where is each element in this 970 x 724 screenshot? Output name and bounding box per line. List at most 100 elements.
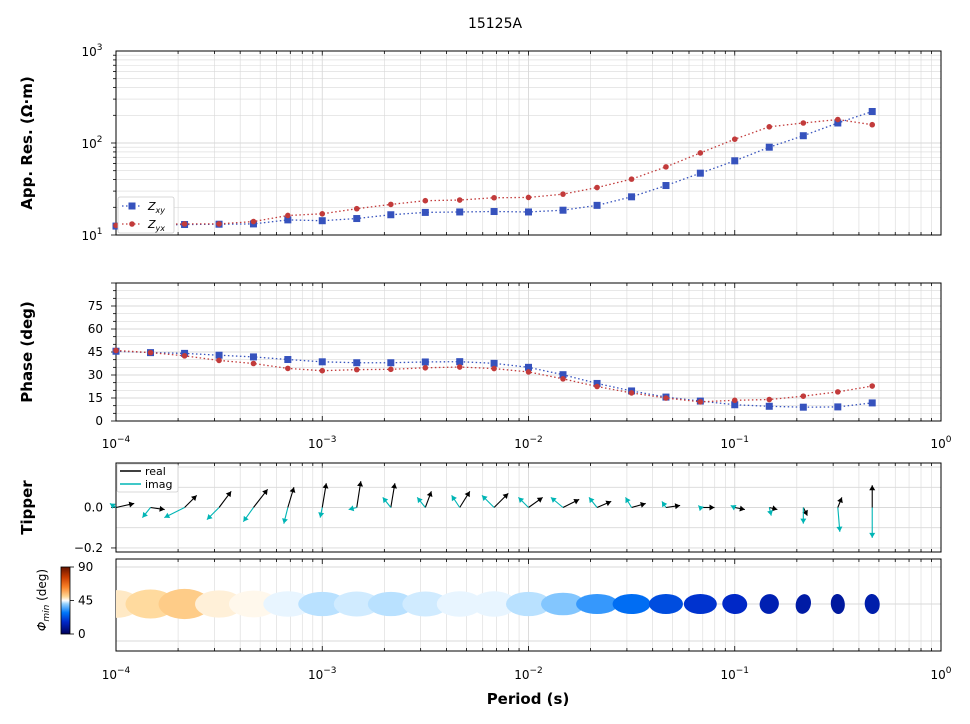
phase-series-Zxy-point xyxy=(490,359,498,367)
pt-colorbar: 0 45 90 Φmin (deg) xyxy=(35,560,93,641)
tipper-imag-arrow-head xyxy=(417,497,423,504)
phase-series-Zyx-point xyxy=(560,376,566,382)
phase-series-Zyx-point xyxy=(319,367,326,374)
pt-colorbar-label: Φmin (deg) xyxy=(35,569,52,631)
res-series-Zyx-point xyxy=(319,210,326,217)
pt-ellipse xyxy=(506,591,551,617)
res-series-Zxy-point xyxy=(868,107,876,115)
phase-series-Zyx-point xyxy=(800,393,807,399)
pt-ellipse xyxy=(830,594,845,614)
res-series-Zyx-point xyxy=(869,121,876,128)
pt-ellipse xyxy=(228,590,278,618)
res-series-Zxy-point xyxy=(490,208,498,216)
res-series-Zxy-point xyxy=(662,182,670,190)
tipper-real-arrow-head xyxy=(225,491,232,498)
res-series-Zxy-point xyxy=(593,201,601,209)
phase-tensor-panel: 10−4 10−3 10−2 10−1 100 0 45 90 Φmin (deg) xyxy=(35,558,952,682)
tipper-imag-arrow-head xyxy=(451,495,457,502)
phase-series-line-Zyx xyxy=(115,349,873,403)
phase-y-tick-label: 15 xyxy=(88,391,103,405)
res-series-Zyx-point xyxy=(560,191,566,197)
tipper-imag-arrow-head xyxy=(698,505,704,512)
res-series-Zyx-point xyxy=(216,221,222,227)
res-series-Zyx-point xyxy=(456,197,463,203)
pt-ellipse xyxy=(795,594,811,614)
res-series-Zxy-point xyxy=(387,211,395,219)
res-y-tick-label: 102 xyxy=(81,135,102,151)
res-series-Zyx-point xyxy=(113,222,119,229)
tipper-y-tick-label: −0.2 xyxy=(74,541,103,555)
res-legend-label: Zyx xyxy=(147,218,165,233)
res-series-Zyx-point xyxy=(250,218,257,225)
tipper-imag-arrow-head xyxy=(318,512,325,518)
tipper-real-arrow-head xyxy=(322,483,329,489)
tipper-imag-arrow-head xyxy=(625,497,631,504)
res-y-tick-label: 101 xyxy=(81,227,102,243)
res-series-Zyx-point xyxy=(491,194,497,201)
phase-series-Zyx-point xyxy=(491,365,497,372)
res-series-Zxy-point xyxy=(696,169,704,177)
tipper-real-arrow-head xyxy=(771,505,778,512)
pt-colorbar-bar xyxy=(60,566,71,635)
tipper-real-arrow-head xyxy=(289,487,296,493)
pt-ellipse xyxy=(436,591,483,617)
phase-series-Zyx-point xyxy=(869,383,876,389)
res-series-Zxy-point xyxy=(421,208,429,216)
pt-x-tick-label: 10−3 xyxy=(308,666,337,682)
tipper-real-arrow-head xyxy=(191,495,197,502)
phase-series-Zyx-point xyxy=(216,357,222,364)
tipper-real-arrow-head xyxy=(802,509,808,516)
tipper-imag-arrow-head xyxy=(518,497,525,504)
phase-y-tick-label: 30 xyxy=(88,368,103,382)
phase-series-Zxy-point xyxy=(421,358,429,366)
tipper-real-arrow-head xyxy=(605,500,612,507)
tipper-real-arrow-head xyxy=(159,505,165,512)
res-series-Zxy-point xyxy=(765,143,773,151)
phase-series-Zxy-point xyxy=(284,356,292,364)
phase-series-Zyx-point xyxy=(388,366,394,373)
tipper-real-arrow-head xyxy=(464,491,470,498)
res-legend-box xyxy=(117,196,175,234)
pt-ellipse xyxy=(864,594,880,614)
phase-series-Zxy-point xyxy=(593,379,601,387)
pt-ellipse xyxy=(158,588,211,620)
tipper-real-arrow-head xyxy=(640,501,646,508)
phase-series-Zyx-point xyxy=(697,399,704,405)
pt-x-tick-label: 100 xyxy=(930,666,951,682)
phase-x-tick-label: 10−2 xyxy=(514,435,543,451)
res-series-Zyx-point xyxy=(697,150,704,156)
phase-series-Zxy-point xyxy=(215,351,223,359)
figure-title: 15125A xyxy=(468,16,523,32)
tipper-imag-arrow-head xyxy=(109,503,116,509)
res-legend-marker xyxy=(129,221,135,227)
phase-series-Zxy-point xyxy=(799,403,807,411)
pt-x-tick-label: 10−1 xyxy=(720,666,749,682)
tipper-imag-arrow-head xyxy=(836,526,843,532)
pt-ellipse xyxy=(402,591,449,617)
tipper-imag-arrow-head xyxy=(481,495,488,502)
phase-panel: 0 15 30 45 60 75 10−4 10−3 10−2 10−1 100 Phase (deg… xyxy=(18,282,952,451)
res-series-Zyx-point xyxy=(766,123,773,130)
phase-y-tick-label: 0 xyxy=(95,414,103,428)
pt-ellipse xyxy=(263,591,313,617)
pt-ellipse xyxy=(648,594,683,614)
phase-series-Zxy-point xyxy=(525,363,532,371)
pt-ellipse xyxy=(471,591,517,617)
phase-series-Zyx-point xyxy=(285,365,291,372)
tipper-imag-arrow-head xyxy=(382,497,389,504)
tipper-real-arrow-head xyxy=(536,497,543,503)
tipper-legend-label: imag xyxy=(145,478,173,491)
phase-series-Zyx-point xyxy=(250,360,257,367)
phase-x-tick-label: 10−4 xyxy=(102,435,131,451)
tipper-imag-arrow-head xyxy=(869,532,876,538)
res-series-Zxy-point xyxy=(628,193,636,201)
res-series-Zxy-point xyxy=(525,208,532,216)
phase-x-tick-label: 10−1 xyxy=(720,435,749,451)
phase-series-Zxy-point xyxy=(834,403,842,411)
pt-x-tick-label: 10−2 xyxy=(514,666,543,682)
phase-series-Zyx-point xyxy=(422,364,429,371)
tipper-real-arrow-head xyxy=(739,505,745,512)
tipper-imag-arrow-head xyxy=(550,497,557,503)
